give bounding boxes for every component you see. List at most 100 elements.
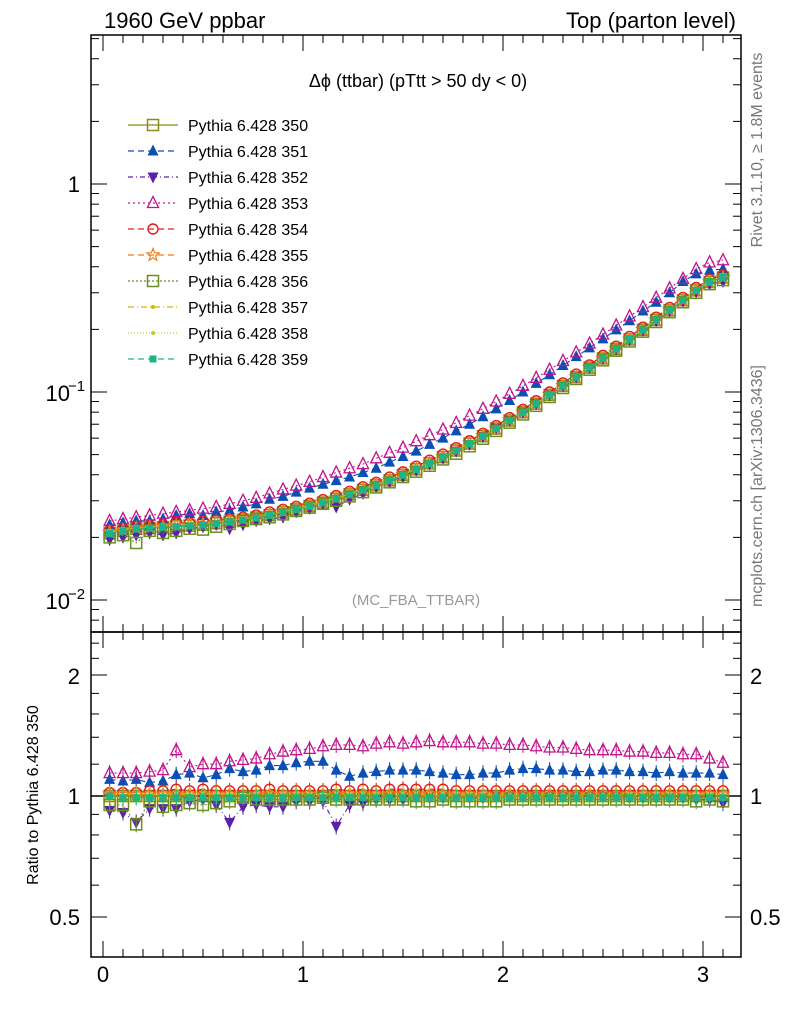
main-series-point [570,350,582,362]
main-series-point [239,516,247,524]
ratio-series-point [409,734,423,748]
ratio-series-point [449,734,463,748]
ratio-series-point [303,740,317,755]
main-series-point [649,289,663,303]
main-series-point [132,525,140,533]
ratio-series-point [292,794,300,802]
main-series-point [396,439,410,453]
main-y-tick-labels: 1 10 −1 10 −2 [46,172,86,614]
ratio-series-point [144,776,156,788]
main-series-line [109,259,724,522]
ratio-series-point [624,765,636,777]
main-series-point [369,450,383,464]
main-series-point [386,477,394,485]
ratio-series-point [169,742,183,756]
main-series-point [623,308,637,322]
ratio-series-point [649,744,663,759]
main-series-point [706,278,714,286]
main-series-point [519,408,527,416]
ratio-series-point [146,794,154,802]
legend-label: Pythia 6.428 353 [188,196,308,213]
ratio-series-point [556,739,570,753]
main-series-point [636,325,650,338]
ratio-series-point [583,742,597,756]
main-series-point [599,354,607,362]
main-series-point [117,532,129,544]
ratio-series-point [183,759,197,773]
main-series-point [279,509,287,517]
ratio-series-point [690,766,702,778]
legend-entry-5: Pythia 6.428 354 [128,222,308,239]
legend-marker [147,223,159,235]
ratio-series-point [252,794,260,802]
ratio-series-point [452,794,460,802]
ratio-y-tick-labels-right: 2 1 0.5 [750,664,781,930]
main-series-line [109,276,724,533]
main-series-point [252,514,260,522]
main-series-10 [106,274,727,537]
main-series-point [330,474,342,486]
main-series-point [719,274,727,282]
ratio-y-axis-label: Ratio to Pythia 6.428 350 [25,705,42,885]
main-series-point [276,508,290,521]
ratio-series-point [543,739,557,753]
ratio-series-point [559,794,567,802]
main-series-line [109,279,724,544]
ratio-series-point [346,794,354,802]
main-series-point [357,466,369,478]
ratio-series-point [129,765,143,779]
ratio-series-point [450,768,462,780]
legend-label: Pythia 6.428 350 [188,118,308,135]
main-series-point [476,400,490,414]
ratio-series-point [319,794,327,802]
ratio-plot-frame [90,631,742,958]
ratio-series-point [464,768,476,780]
main-series-point [449,414,463,429]
ratio-series-point [436,734,450,748]
ratio-y-tick-labels-left: 2 1 0.5 [49,664,80,930]
ratio-series-point [679,794,687,802]
ratio-series-point [652,794,660,802]
ratio-series-point [719,794,727,802]
ratio-series-point [586,794,594,802]
main-series-point [157,530,169,542]
x-tick-label-2: 2 [497,962,509,987]
ratio-series-point [676,746,690,760]
legend-marker [149,355,157,363]
ratio-series-point [249,750,263,764]
main-series-point [437,431,449,443]
ratio-series-point [623,743,637,757]
ratio-series-point [132,794,140,802]
ratio-series-line [109,760,724,784]
main-series-point [569,344,583,358]
main-series-point [596,326,610,340]
main-series-point [492,425,500,433]
ratio-series-point [357,766,369,778]
legend-label: Pythia 6.428 354 [188,222,308,239]
main-series-point [423,427,437,441]
ratio-series-point [503,736,517,751]
ratio-series-point [716,754,730,768]
main-series-point [223,517,236,531]
main-series-point [690,267,702,279]
main-series-point [383,444,397,458]
side-label-mcplots: mcplots.cern.ch [arXiv:1306.3436] [749,365,766,607]
legend: Pythia 6.428 350 Pythia 6.428 351 Pythia 6… [128,118,308,369]
main-series-point [639,326,647,334]
ratio-series-point [119,794,127,802]
ratio-series-point [266,794,274,802]
ratio-series-point [463,734,477,748]
ratio-series-point [263,746,277,760]
main-series-point [636,299,650,313]
ratio-series-point [329,736,343,751]
header-left: 1960 GeV ppbar [104,8,265,33]
ratio-series-point [529,738,543,752]
ratio-series-point [359,794,367,802]
ratio-series-point [343,736,357,751]
main-series-point [319,499,327,507]
main-series-point [596,354,610,367]
ratio-series-point [223,753,237,767]
ratio-series-point [370,765,382,777]
ratio-series-point [384,763,396,775]
watermark: (MC_FBA_TTBAR) [352,592,480,609]
